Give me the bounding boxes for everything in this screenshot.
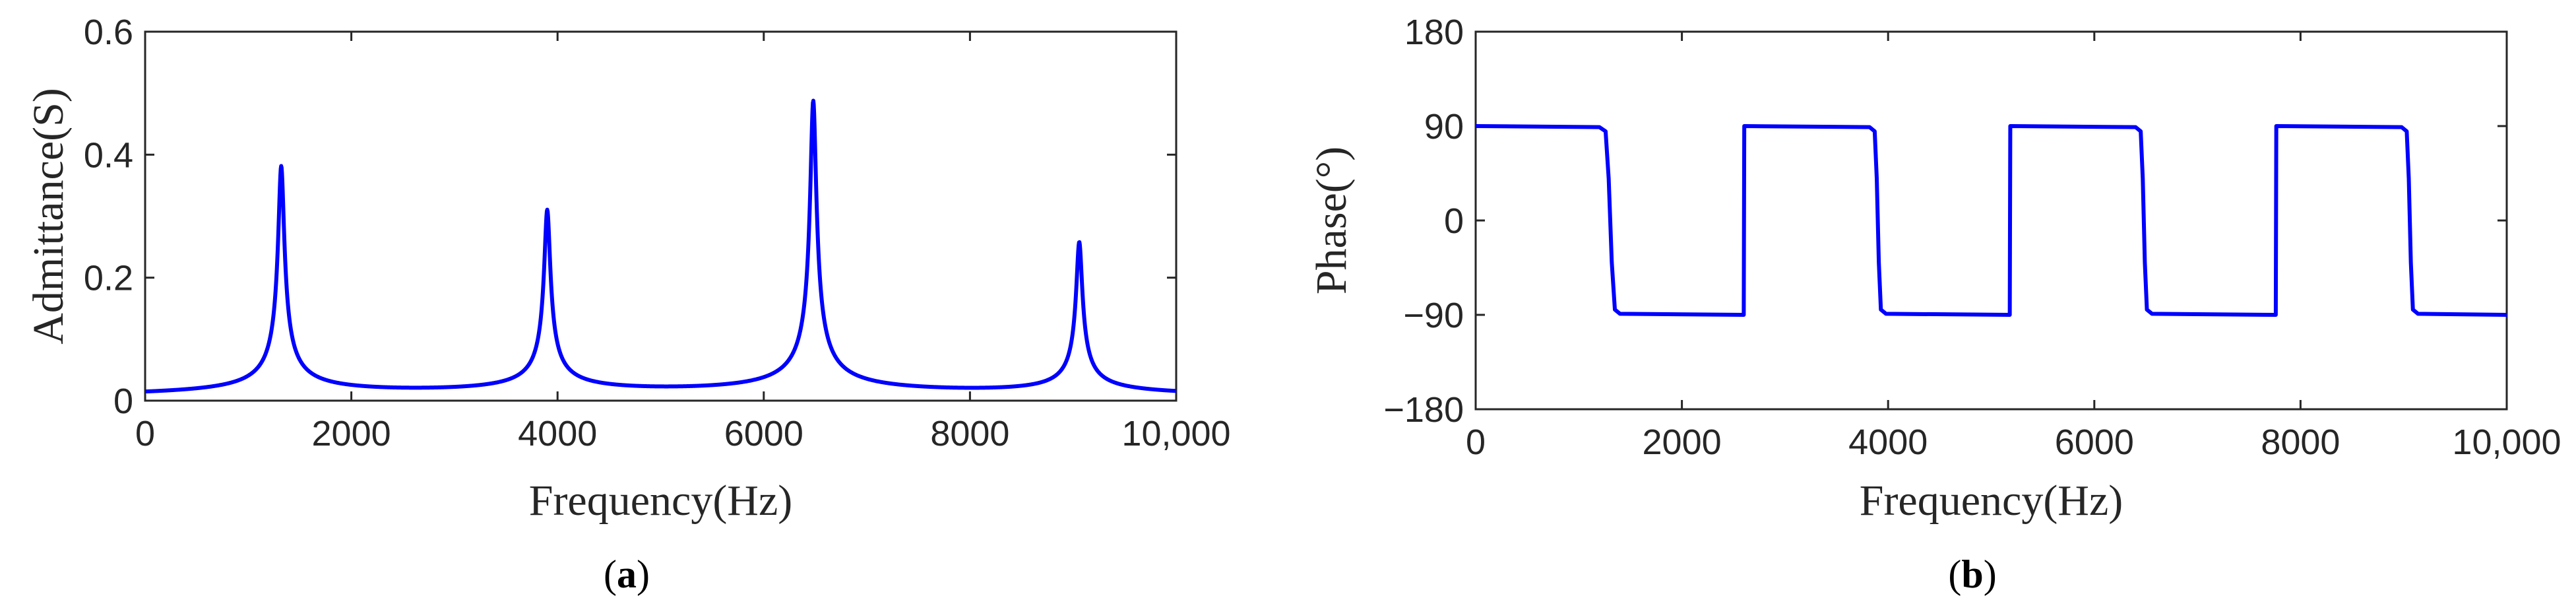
- y-tick-label: 0: [1444, 201, 1464, 241]
- y-tick-label: 90: [1424, 107, 1464, 147]
- y-tick-label: 0.6: [84, 13, 133, 52]
- plot-frame: [1474, 30, 2508, 411]
- panel-label: (b): [1948, 552, 1996, 596]
- x-tick-label: 0: [1466, 422, 1486, 462]
- x-tick-label: 2000: [1643, 422, 1722, 462]
- chart-panel-b: 0 2000 4000 6000 8000 10,000 −180 −90 0 90 180 Freq…: [1307, 13, 2561, 596]
- x-axis-label: Frequency(Hz): [529, 477, 792, 525]
- y-tick-label: 0.2: [84, 259, 133, 298]
- x-tick-label: 8000: [2261, 422, 2340, 462]
- x-tick-label: 10,000: [2452, 422, 2561, 462]
- y-tick-label: 0: [113, 382, 133, 421]
- x-axis-label: Frequency(Hz): [1860, 477, 2123, 525]
- series-line: [143, 98, 1178, 394]
- x-tick-label: 0: [135, 414, 155, 453]
- plot-frame: [144, 30, 1178, 402]
- x-tick-label: 6000: [724, 414, 803, 453]
- x-tick-label: 2000: [312, 414, 391, 453]
- x-tick-label: 10,000: [1121, 414, 1230, 453]
- y-tick-label: 180: [1404, 13, 1464, 52]
- series-line: [1475, 124, 2507, 317]
- x-tick-label: 6000: [2055, 422, 2134, 462]
- y-axis-label: Admittance(S): [24, 88, 73, 345]
- y-tick-label: 0.4: [84, 135, 133, 175]
- x-tick-label: 8000: [930, 414, 1009, 453]
- y-tick-label: −180: [1383, 390, 1464, 430]
- y-tick-label: −90: [1403, 296, 1464, 335]
- panel-label: (a): [604, 552, 650, 596]
- x-tick-label: 4000: [518, 414, 597, 453]
- chart-panel-a: 0 2000 4000 6000 8000 10,000 0 0.2 0.4 0.6 Frequen…: [24, 13, 1231, 596]
- y-axis-label: Phase(°): [1307, 147, 1356, 294]
- x-tick-label: 4000: [1848, 422, 1928, 462]
